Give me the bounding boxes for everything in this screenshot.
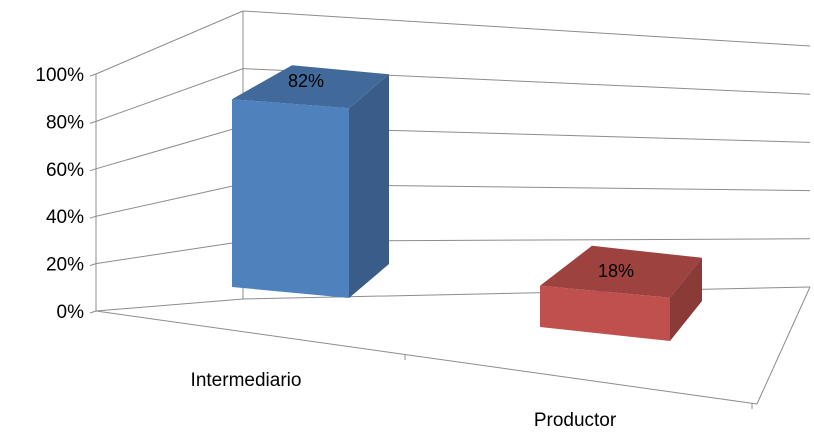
y-tick-mark-4 bbox=[89, 120, 97, 124]
gridline-side-2 bbox=[95, 183, 244, 217]
y-tick-mark-0 bbox=[89, 310, 97, 314]
y-tick-label-1: 20% bbox=[46, 255, 84, 276]
gridline-side-1 bbox=[95, 240, 244, 265]
gridline-side-0 bbox=[95, 298, 244, 312]
bar-top-0 bbox=[232, 65, 389, 109]
gridline-back-5 bbox=[242, 10, 811, 47]
x-category-label-1: Productor bbox=[534, 410, 617, 431]
bar-top-1 bbox=[540, 245, 702, 298]
bar-side-1 bbox=[670, 257, 702, 341]
bar-side-0 bbox=[349, 74, 389, 298]
y-tick-label-5: 100% bbox=[35, 65, 84, 86]
gridline-side-4 bbox=[95, 68, 244, 122]
y-tick-mark-5 bbox=[89, 73, 97, 77]
bar-front-0 bbox=[232, 99, 349, 298]
floor-front-edge bbox=[95, 310, 758, 405]
data-label-0: 82% bbox=[288, 71, 324, 91]
y-tick-mark-2 bbox=[89, 215, 97, 219]
y-tick-label-0: 0% bbox=[57, 302, 85, 323]
bar-front-1 bbox=[540, 285, 670, 341]
y-tick-mark-1 bbox=[89, 263, 97, 267]
y-tick-label-4: 80% bbox=[46, 112, 84, 133]
gridline-side-3 bbox=[95, 125, 244, 170]
floor-right-edge bbox=[756, 286, 811, 405]
x-category-label-0: Intermediario bbox=[191, 370, 302, 391]
gridline-back-0 bbox=[242, 286, 811, 300]
y-tick-mark-3 bbox=[89, 168, 97, 172]
data-label-1: 18% bbox=[598, 261, 634, 281]
y-tick-label-3: 60% bbox=[46, 160, 84, 181]
gridline-side-5 bbox=[95, 10, 244, 75]
y-tick-label-2: 40% bbox=[46, 207, 84, 228]
